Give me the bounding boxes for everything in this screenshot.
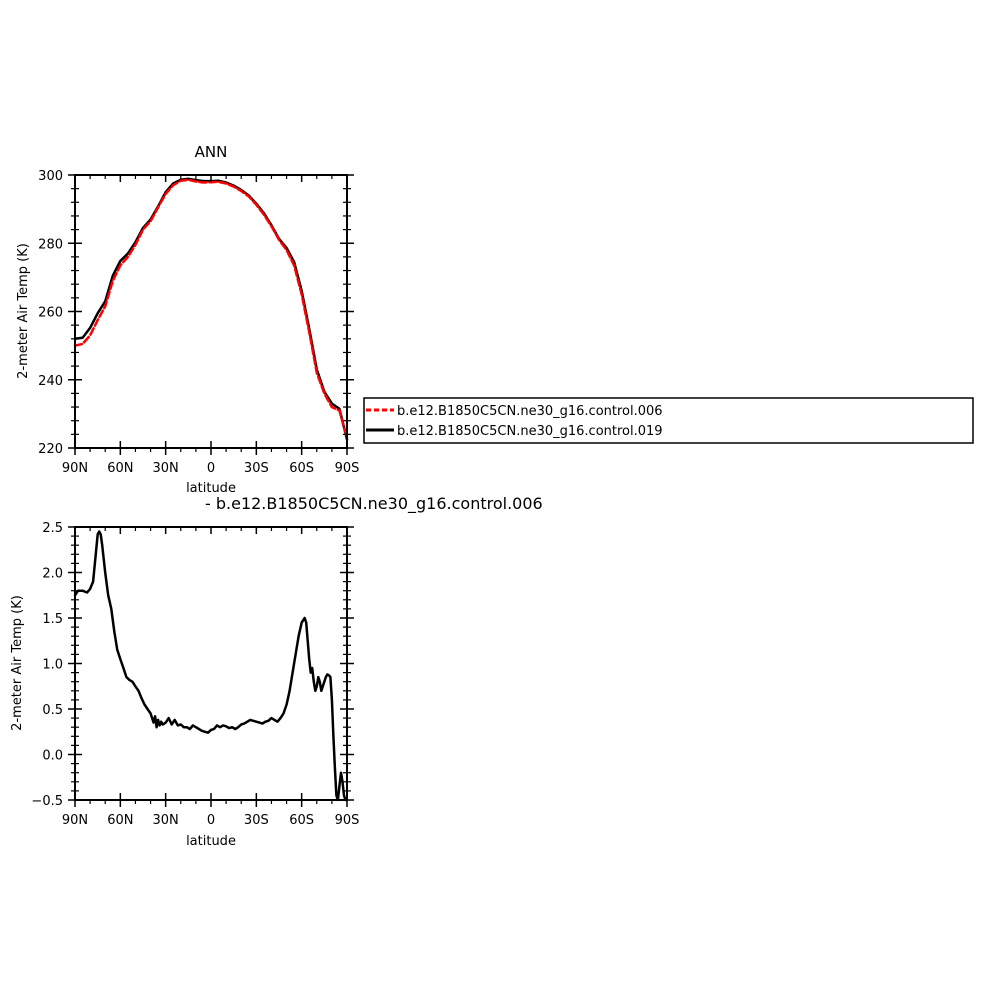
panel-top-annual-temp: ANN 90N 60N 30N 0 30S 60S 90S 220 240 260 280 300 l… [16, 143, 359, 496]
top-axis-ticks: 90N 60N 30N 0 30S 60S 90S 220 240 260 280 300 [38, 169, 359, 476]
bottom-y-tick-label-4: 1.5 [42, 612, 63, 627]
top-x-tick-label-5: 60S [289, 461, 314, 476]
top-x-tick-label-4: 30S [244, 461, 269, 476]
bottom-y-tick-label-2: 0.5 [42, 703, 63, 718]
bottom-y-tick-label-0: −0.5 [31, 794, 63, 809]
bottom-x-tick-label-0: 90N [62, 813, 88, 828]
bottom-x-tick-label-4: 30S [244, 813, 269, 828]
top-chart-title: ANN [195, 143, 228, 161]
top-y-tick-label-3: 280 [38, 237, 63, 252]
bottom-series-line-0 [73, 530, 349, 802]
top-y-tick-label-0: 220 [38, 442, 63, 457]
top-y-tick-label-1: 240 [38, 374, 63, 389]
top-x-tick-label-6: 90S [335, 461, 360, 476]
bottom-y-tick-label-3: 1.0 [42, 658, 63, 673]
top-series-line-1 [73, 177, 349, 441]
bottom-x-tick-label-5: 60S [289, 813, 314, 828]
top-x-tick-label-3: 0 [207, 461, 215, 476]
top-y-tick-label-4: 300 [38, 169, 63, 184]
top-x-tick-label-0: 90N [62, 461, 88, 476]
legend-label-control-019: b.e12.B1850C5CN.ne30_g16.control.019 [397, 424, 663, 439]
bottom-y-axis-label: 2-meter Air Temp (K) [10, 595, 25, 731]
legend-label-control-006: b.e12.B1850C5CN.ne30_g16.control.006 [397, 404, 663, 419]
bottom-y-tick-label-6: 2.5 [42, 521, 63, 536]
bottom-x-tick-label-3: 0 [207, 813, 215, 828]
bottom-y-tick-label-1: 0.0 [42, 749, 63, 764]
top-x-tick-label-2: 30N [153, 461, 179, 476]
legend: b.e12.B1850C5CN.ne30_g16.control.006 b.e… [363, 397, 974, 444]
top-x-tick-label-1: 60N [107, 461, 133, 476]
bottom-x-tick-label-6: 90S [335, 813, 360, 828]
bottom-x-axis-label: latitude [186, 834, 236, 849]
bottom-y-tick-label-5: 2.0 [42, 567, 63, 582]
bottom-axis-ticks: 90N 60N 30N 0 30S 60S 90S −0.5 0.0 0.5 1.0 1.5 2.0 2.… [31, 521, 359, 828]
bottom-x-tick-label-1: 60N [107, 813, 133, 828]
panel-bottom-difference: - b.e12.B1850C5CN.ne30_g16.control.006 9… [10, 494, 543, 849]
bottom-series-group [73, 530, 349, 802]
bottom-x-tick-label-2: 30N [153, 813, 179, 828]
bottom-chart-title: - b.e12.B1850C5CN.ne30_g16.control.006 [205, 494, 543, 514]
legend-box [363, 397, 974, 444]
top-y-axis-label: 2-meter Air Temp (K) [16, 243, 31, 379]
bottom-plot-frame [74, 526, 348, 801]
top-series-line-0 [73, 178, 349, 440]
top-x-axis-label: latitude [186, 481, 236, 496]
top-series-group [73, 177, 349, 441]
top-y-tick-label-2: 260 [38, 306, 63, 321]
